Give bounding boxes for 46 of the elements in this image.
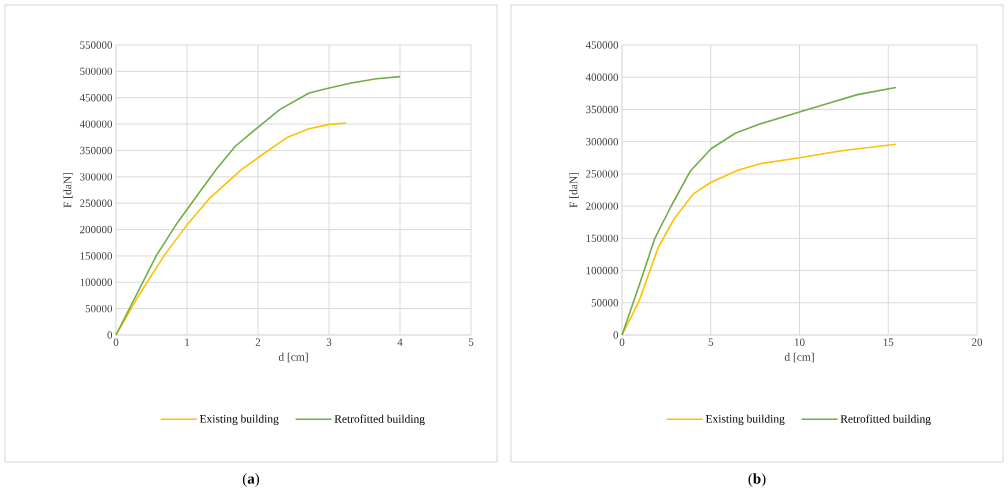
x-tick-label: 10 — [795, 338, 805, 346]
x-axis-title: d [cm] — [278, 352, 308, 363]
legend-label: Retrofitted building — [840, 414, 931, 426]
line-series — [621, 143, 897, 336]
y-tick-label: 300000 — [80, 173, 113, 181]
y-axis-title: F [daN] — [63, 172, 73, 208]
y-tick-label: 500000 — [80, 67, 113, 76]
x-tick-label: 3 — [326, 338, 332, 346]
x-tick-label: 2 — [255, 338, 261, 346]
x-tick-label: 5 — [708, 338, 714, 346]
y-tick-label: 350000 — [586, 105, 619, 114]
x-axis-title: d [cm] — [784, 352, 814, 363]
y-tick-label: 50000 — [85, 304, 113, 313]
x-tick-label: 4 — [397, 338, 403, 346]
legend-label: Existing building — [199, 414, 279, 426]
y-tick-label: 550000 — [80, 41, 113, 49]
y-tick-label: 450000 — [79, 94, 113, 102]
legend-label: Retrofitted building — [334, 414, 425, 426]
y-tick-label: 450000 — [585, 41, 619, 49]
legend-label: Existing building — [705, 414, 785, 426]
y-tick-label: 250000 — [80, 199, 113, 207]
line-series — [115, 75, 401, 336]
y-tick-label: 400000 — [585, 73, 619, 81]
x-tick-label: 0 — [113, 338, 119, 346]
x-tick-label: 0 — [619, 338, 625, 346]
y-tick-label: 100000 — [586, 266, 619, 275]
y-tick-label: 200000 — [586, 202, 619, 210]
x-tick-label: 1 — [185, 338, 190, 346]
line-series — [621, 86, 897, 336]
x-tick-label: 5 — [468, 338, 474, 346]
y-tick-label: 0 — [107, 331, 113, 339]
y-tick-label: 0 — [613, 331, 619, 339]
y-tick-label: 250000 — [586, 170, 619, 178]
y-tick-label: 300000 — [586, 137, 619, 146]
text: (b) — [748, 473, 766, 487]
y-tick-label: 400000 — [79, 120, 113, 128]
y-tick-label: 350000 — [80, 146, 113, 155]
y-tick-label: 100000 — [80, 278, 113, 286]
y-tick-label: 200000 — [80, 225, 113, 234]
y-tick-label: 150000 — [80, 252, 113, 260]
x-tick-label: 20 — [972, 338, 983, 346]
y-tick-label: 150000 — [586, 234, 619, 243]
y-axis-title: F [daN] — [569, 172, 579, 208]
x-tick-label: 15 — [883, 338, 894, 346]
y-tick-label: 50000 — [591, 299, 619, 307]
text: (a) — [242, 473, 260, 487]
